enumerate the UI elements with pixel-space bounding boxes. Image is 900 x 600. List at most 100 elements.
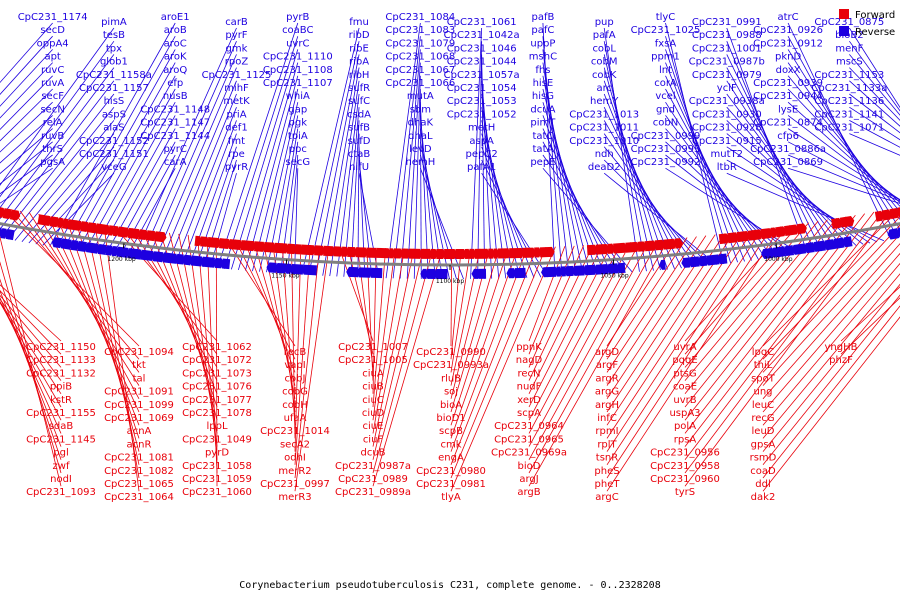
- label-connector: [372, 248, 434, 474]
- gene-label-pyrc: pyrC: [164, 144, 187, 155]
- gene-label-cpc231-0980: CpC231_0980: [416, 466, 486, 477]
- label-connector: [294, 244, 302, 452]
- label-connector: [684, 213, 866, 447]
- label-connector: [787, 101, 900, 204]
- gene-label-cpc231-1010: CpC231_1010: [569, 136, 639, 147]
- gene-label-ddl: ddl: [755, 479, 770, 490]
- forward-gene-feature: [286, 243, 298, 255]
- gene-label-apt: apt: [44, 52, 60, 63]
- gene-label-gmk: gmk: [226, 43, 248, 54]
- gene-label-nusb: nusB: [163, 91, 188, 102]
- gene-label-cobl: cobL: [592, 43, 616, 54]
- label-connector: [528, 245, 575, 355]
- gene-label-cpc231-1066: CpC231_1066: [385, 78, 455, 89]
- reverse-gene-feature: [284, 263, 292, 274]
- gene-label-phzf: phzF: [829, 355, 853, 366]
- gene-label-uvrb: uvrB: [673, 395, 696, 406]
- reverse-gene-feature: [554, 266, 562, 277]
- forward-gene-feature: [897, 207, 900, 218]
- gene-label-ppnk: ppnK: [516, 342, 542, 353]
- label-connector: [542, 167, 633, 273]
- gene-label-sufd: sufD: [348, 136, 371, 147]
- gene-label-tlyc: tlyC: [656, 12, 676, 23]
- label-connector: [787, 128, 900, 201]
- gene-label-tkt: tkt: [132, 360, 146, 371]
- reverse-gene-feature: [896, 227, 900, 238]
- gene-label-ribe: ribE: [349, 43, 369, 54]
- forward-gene-feature: [595, 243, 610, 255]
- gene-label-scpa: scpA: [517, 408, 541, 419]
- gene-label-cpc231-1132: CpC231_1132: [26, 368, 96, 379]
- gene-label-cpc231-1044: CpC231_1044: [447, 57, 517, 68]
- gene-label-cpc231-1071: CpC231_1071: [814, 123, 884, 134]
- gene-label-nifu: nifU: [349, 162, 369, 173]
- label-connector: [0, 300, 62, 421]
- label-connector: [0, 49, 53, 107]
- gene-label-bioa: bioA: [440, 400, 462, 411]
- reverse-gene-feature: [433, 268, 448, 279]
- label-connector: [603, 54, 654, 271]
- reverse-gene-feature: [420, 268, 427, 279]
- gene-label-cpc231-1094: CpC231_1094: [104, 347, 174, 358]
- gene-label-cpc231-0960: CpC231_0960: [650, 474, 720, 485]
- label-connector: [787, 167, 900, 204]
- gene-label-ptsg: ptsG: [673, 368, 696, 379]
- label-connector: [726, 106, 850, 247]
- gene-label-cpc231-1150: CpC231_1150: [26, 342, 96, 353]
- label-connector: [450, 247, 519, 439]
- gene-label-fmt: fmt: [228, 136, 245, 147]
- gene-label-cpc231-0926: CpC231_0926: [753, 25, 823, 36]
- forward-gene-feature: [263, 241, 277, 253]
- gene-label-whia: whiA: [286, 91, 310, 102]
- gene-label-cobn: cobN: [653, 118, 678, 129]
- forward-gene-feature: [87, 222, 99, 234]
- gene-label-leuc: leuC: [752, 400, 774, 411]
- gene-label-cpc231-1049: CpC231_1049: [182, 434, 252, 445]
- gene-label-asps: aspS: [102, 109, 126, 120]
- label-connector: [0, 284, 62, 342]
- forward-gene-feature: [200, 236, 210, 247]
- reverse-gene-feature: [832, 237, 845, 249]
- gene-label-cpc231-1062: CpC231_1062: [182, 342, 252, 353]
- label-connector: [287, 154, 299, 274]
- label-connector: [294, 245, 330, 492]
- label-connector: [0, 301, 62, 395]
- reverse-gene-feature: [181, 254, 192, 266]
- reverse-gene-feature: [823, 239, 835, 251]
- forward-gene-feature: [393, 248, 404, 259]
- reverse-gene-feature: [424, 268, 436, 279]
- forward-gene-feature: [747, 229, 763, 241]
- gene-label-argh: argH: [595, 400, 619, 411]
- gene-label-cpc231-1005: CpC231_1005: [338, 355, 408, 366]
- forward-gene-labels: CpC231_1150 CpC231_1133 CpC231_1132 ppiB kst…: [26, 342, 858, 503]
- label-connector: [372, 248, 387, 408]
- gene-label-recg: recG: [751, 413, 774, 424]
- legend-reverse-swatch: [839, 26, 849, 36]
- label-connector: [477, 41, 483, 279]
- gene-label-cmk: cmk: [440, 439, 461, 450]
- gene-label-meth: metH: [468, 123, 495, 134]
- label-connector: [202, 159, 237, 267]
- reverse-gene-feature: [356, 267, 371, 278]
- gene-label-acnr: acnR: [127, 439, 152, 450]
- label-connector: [840, 286, 900, 342]
- gene-label-ppm1: ppm1: [651, 52, 680, 63]
- reverse-gene-feature: [688, 256, 700, 268]
- gene-label-thrs: thrS: [42, 144, 63, 155]
- label-connector: [294, 168, 299, 275]
- label-connector: [762, 252, 900, 413]
- label-connector: [684, 210, 884, 474]
- gene-label-dcub: dcuB: [360, 448, 385, 459]
- gene-label-cpc231-0999: CpC231_0999: [631, 131, 701, 142]
- gene-label-recb: recB: [284, 347, 307, 358]
- reverse-gene-feature: [563, 265, 574, 277]
- reverse-gene-feature: [189, 255, 203, 267]
- forward-gene-feature: [874, 210, 885, 222]
- label-connector: [0, 298, 62, 381]
- gene-label-pgk: pgk: [289, 118, 308, 129]
- forward-gene-feature: [146, 230, 157, 242]
- reverse-gene-feature: [582, 264, 596, 276]
- label-connector: [528, 239, 669, 487]
- label-connector: [237, 62, 299, 271]
- gene-label-pepc2: pepC2: [466, 149, 498, 160]
